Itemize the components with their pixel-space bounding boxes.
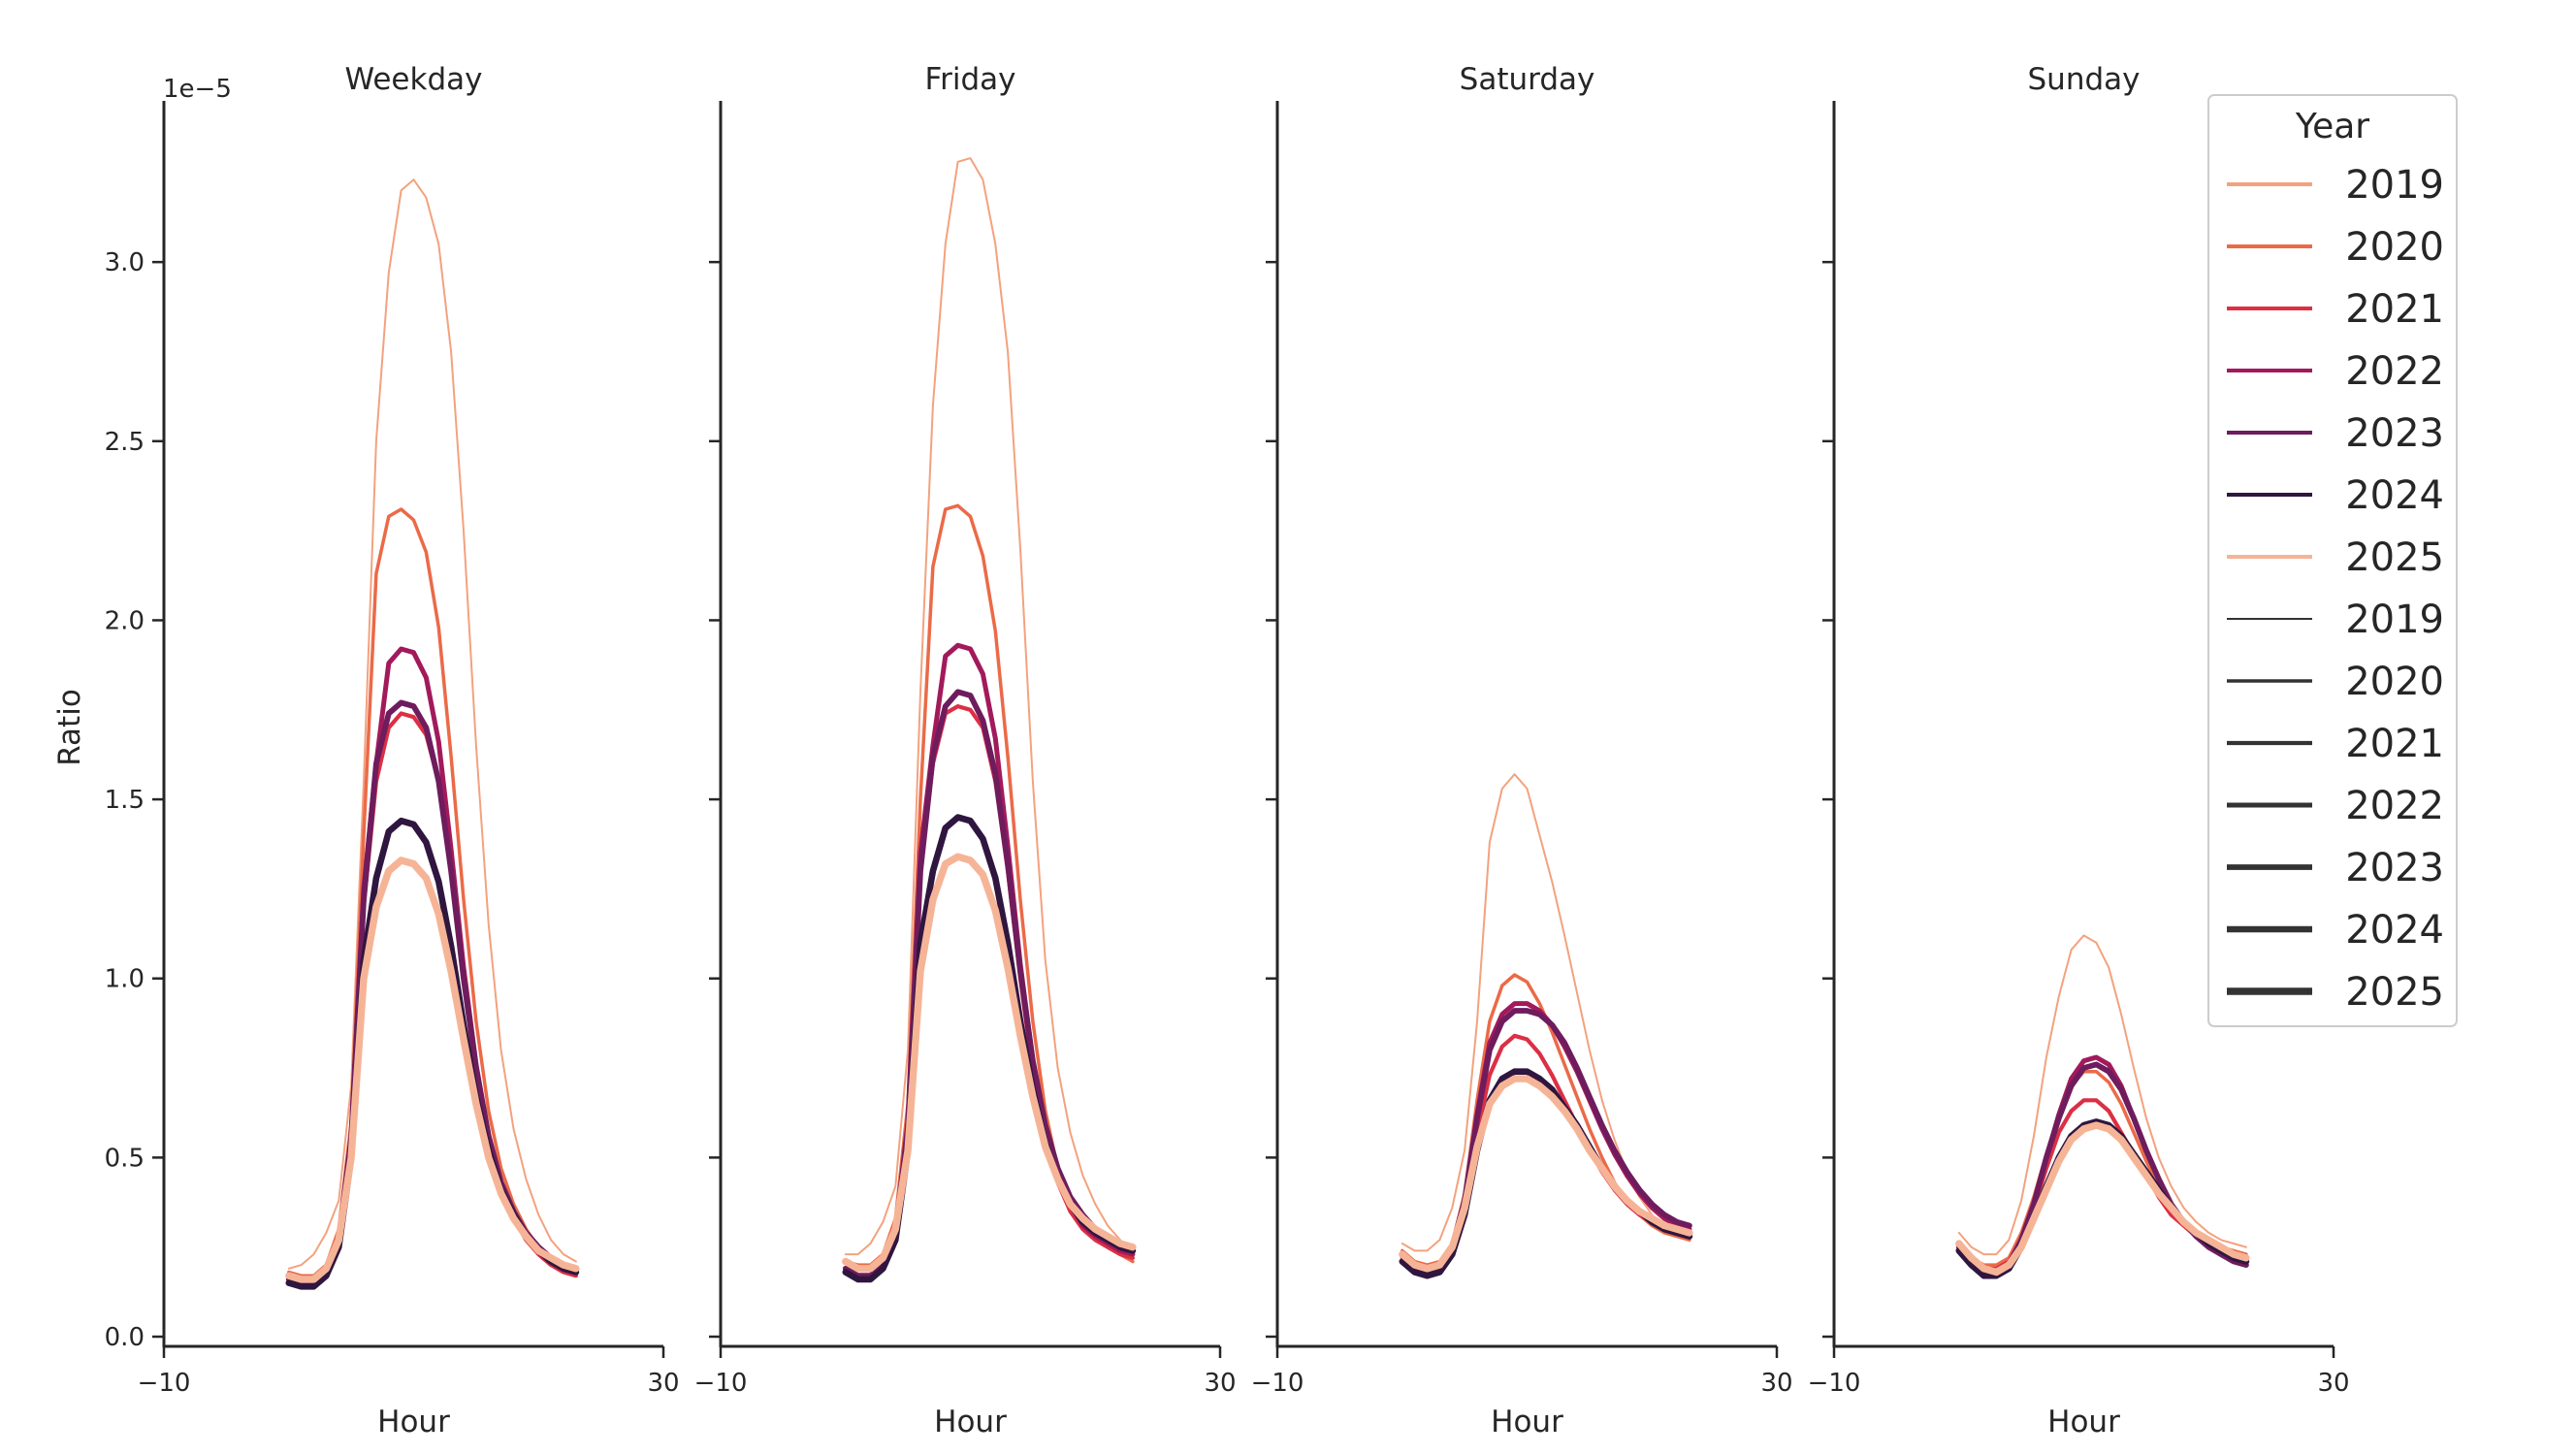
x-tick-label: 30 [1760, 1369, 1792, 1398]
panel-title: Weekday [345, 62, 483, 97]
legend-size-label: 2023 [2345, 846, 2444, 890]
y-axis-offset-text: 1e−5 [163, 75, 232, 104]
legend: Year 2019 2020 2021 2022 2023 2024 2025 2019 202… [2207, 94, 2458, 1027]
legend-size-label: 2019 [2345, 598, 2444, 642]
legend-size-label: 2021 [2345, 722, 2444, 766]
series-line-2023 [1399, 1008, 1692, 1276]
series-line-2019 [1401, 773, 1690, 1252]
legend-hue-label: 2021 [2345, 287, 2444, 332]
legend-hue-label: 2024 [2345, 473, 2444, 518]
series-line-2019 [287, 178, 577, 1270]
y-tick-label: 3.0 [105, 248, 145, 277]
panel-title: Saturday [1460, 62, 1595, 97]
panel-friday: Friday −10 30 Hour [694, 62, 1237, 1439]
legend-hue-label: 2025 [2345, 535, 2444, 580]
x-tick-label: −10 [1251, 1369, 1304, 1398]
y-tick-label: 1.0 [105, 965, 145, 994]
legend-size-label: 2022 [2345, 784, 2444, 828]
x-axis-title: Hour [934, 1405, 1007, 1439]
legend-hue-label: 2019 [2345, 163, 2444, 208]
x-tick-label: −10 [1808, 1369, 1861, 1398]
panel-weekday: Weekday 0.0 0.5 1.0 1.5 2.0 2.5 3.0 −10 30 Hour [105, 62, 680, 1439]
legend-hue-label: 2023 [2345, 411, 2444, 456]
series-line-2022 [1400, 1001, 1692, 1275]
legend-hue-label: 2020 [2345, 225, 2444, 270]
y-tick-label: 0.5 [105, 1144, 145, 1173]
series-line-2024 [1955, 1118, 2250, 1279]
series-line-2025 [1399, 1075, 1693, 1273]
y-tick-label: 0.0 [105, 1323, 145, 1352]
series-line-2024 [1399, 1068, 1693, 1279]
y-axis-title: Ratio [52, 689, 87, 766]
panel-saturday: Saturday −10 30 Hour [1251, 62, 1793, 1439]
x-axis-title: Hour [377, 1405, 450, 1439]
legend-size-label: 2025 [2345, 970, 2444, 1015]
series-line-2019 [1957, 934, 2247, 1256]
series-line-2025 [285, 857, 580, 1283]
legend-size-label: 2024 [2345, 908, 2444, 953]
legend-hue-label: 2022 [2345, 349, 2444, 394]
x-tick-label: 30 [1204, 1369, 1236, 1398]
x-tick-label: −10 [694, 1369, 748, 1398]
y-tick-label: 2.0 [105, 606, 145, 635]
panel-title: Sunday [2028, 62, 2141, 97]
legend-size-label: 2020 [2345, 660, 2444, 704]
x-axis-title: Hour [2047, 1405, 2120, 1439]
y-tick-label: 1.5 [105, 786, 145, 815]
series-line-2025 [842, 853, 1137, 1273]
x-axis-title: Hour [1491, 1405, 1563, 1439]
x-tick-label: 30 [2317, 1369, 2349, 1398]
y-tick-label: 2.5 [105, 428, 145, 457]
x-tick-label: −10 [138, 1369, 191, 1398]
legend-frame [2207, 94, 2458, 1027]
legend-title: Year [2295, 107, 2369, 146]
series-line-2021 [1400, 1033, 1692, 1275]
series-line-2019 [844, 157, 1134, 1256]
panel-title: Friday [925, 62, 1016, 97]
series-line-2025 [1955, 1121, 2250, 1277]
panel-sunday: Sunday −10 30 Hour [1808, 62, 2350, 1439]
series-line-2023 [842, 689, 1136, 1279]
x-tick-label: 30 [647, 1369, 679, 1398]
